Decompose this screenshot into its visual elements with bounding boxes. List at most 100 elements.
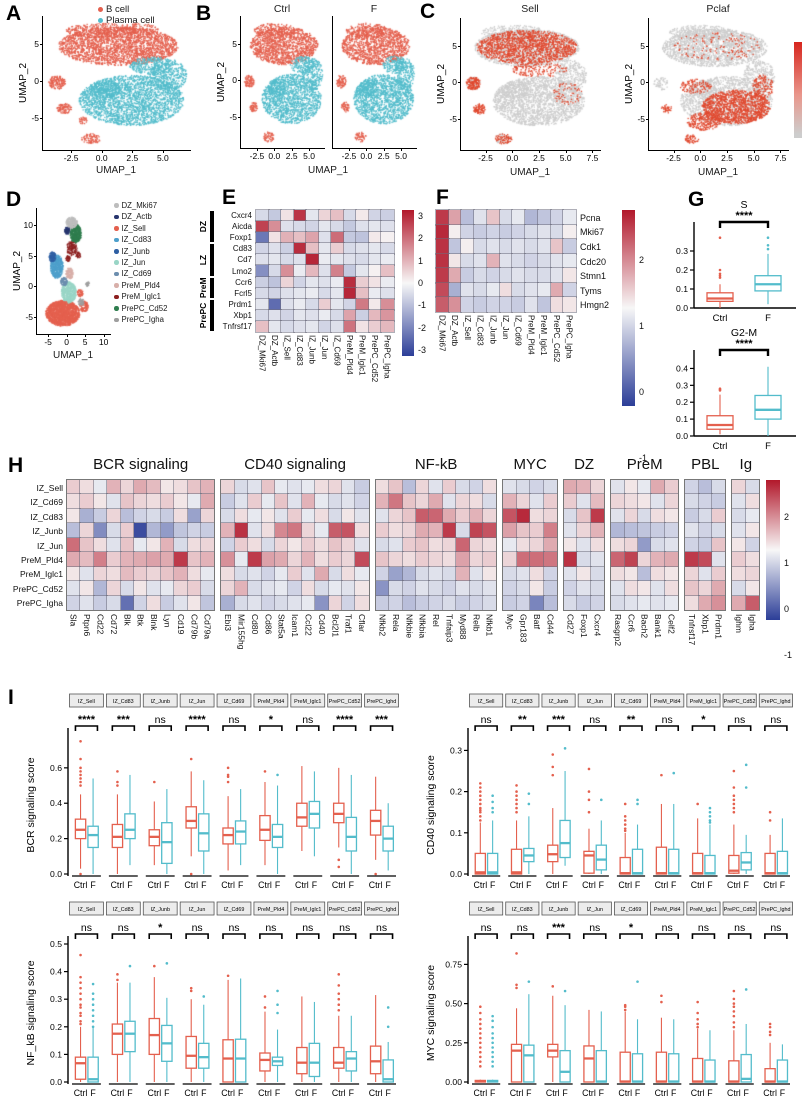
heatmap-cell — [159, 507, 176, 525]
box-iqr — [595, 1049, 608, 1083]
x-group-label-f: F — [127, 880, 133, 890]
outlier-dot — [623, 1008, 627, 1012]
heatmap-cell — [327, 522, 343, 539]
heatmap-cell — [340, 551, 357, 568]
heatmap-cell — [355, 220, 370, 234]
x-group-label-f: F — [526, 880, 532, 890]
significance-label: ** — [627, 714, 636, 726]
colorbar-tick: 0 — [784, 603, 790, 614]
heatmap-cell — [267, 208, 283, 223]
heatmap-cell — [663, 551, 680, 568]
heatmap-cell — [435, 238, 450, 255]
heatmap-cell — [199, 580, 216, 597]
outlier-dot — [479, 790, 482, 793]
heatmap-cell — [367, 319, 383, 333]
heatmap-cell — [468, 580, 485, 597]
heatmap-cell — [401, 551, 418, 568]
heatmap-cell — [106, 522, 122, 539]
significance-label: ns — [517, 922, 528, 934]
heatmap-cell — [536, 296, 552, 313]
panel-b-title-f: F — [370, 3, 378, 15]
outlier-dot — [276, 1003, 279, 1007]
heatmap-cell — [186, 522, 203, 539]
umap-scatter-canvas — [333, 16, 417, 148]
x-group-label-ctrl: Ctrl — [184, 1088, 198, 1098]
x-group-label-f: F — [635, 1088, 641, 1098]
heatmap-cell — [710, 478, 727, 496]
gene-label: Cd86 — [263, 614, 274, 635]
outlier-dot — [491, 1050, 494, 1054]
heatmap-cell — [636, 551, 653, 568]
outlier-dot — [276, 773, 279, 777]
outlier-dot — [623, 815, 627, 818]
heatmap-cell — [342, 231, 358, 245]
significance-label: ns — [339, 922, 350, 934]
significance-label: ns — [302, 714, 313, 726]
heatmap-cell — [317, 253, 333, 267]
heatmap-cell — [710, 536, 727, 554]
facet-strip — [69, 901, 104, 916]
significance-bracket — [259, 933, 283, 939]
colorbar-tick: 0 — [639, 387, 645, 398]
heatmap-cell — [549, 296, 565, 313]
facet-strip — [253, 693, 289, 708]
g-significance-bracket — [718, 220, 770, 228]
gene-label: Cd27 — [565, 614, 576, 635]
outlier-dot — [587, 767, 591, 771]
x-tick-label: 5 — [82, 337, 88, 347]
heatmap-cell — [485, 252, 501, 270]
x-group-label-ctrl: Ctrl — [332, 880, 346, 890]
heatmap-cell — [663, 478, 680, 496]
panel-a-ylabel: UMAP_2 — [18, 63, 29, 104]
x-tick-label: 7.5 — [774, 153, 787, 163]
heatmap-cell — [186, 580, 203, 597]
heatmap-cell — [562, 580, 579, 597]
outlier-dot — [79, 997, 82, 1001]
heatmap-cell — [460, 252, 476, 270]
heatmap-cell — [485, 209, 501, 226]
significance-bracket — [148, 725, 173, 731]
y-tick-label: 0.2 — [50, 834, 62, 844]
heatmap-cell — [280, 208, 295, 223]
x-tick-mark — [309, 148, 311, 151]
heatmap-cell — [460, 296, 476, 313]
heatmap-cell — [511, 267, 527, 284]
gene-label: Rasgrp2 — [612, 614, 623, 647]
heatmap-cell — [300, 493, 317, 510]
facet-strip — [541, 693, 576, 708]
facet-strip-label: IZ_Cd83 — [512, 699, 533, 705]
heatmap-cell — [401, 565, 418, 583]
heatmap-cell — [380, 264, 395, 278]
box-iqr — [369, 809, 382, 836]
box-iqr — [74, 1056, 87, 1080]
heatmap-col-label: IZ_Junb — [307, 335, 317, 364]
heatmap-cell — [697, 536, 713, 554]
significance-label: **** — [189, 714, 207, 726]
x-group-label-f: F — [201, 1088, 207, 1098]
significance-label: * — [269, 714, 274, 726]
heatmap-cell — [273, 594, 290, 612]
significance-bracket — [474, 725, 498, 731]
heatmap-cell — [79, 580, 95, 597]
outlier-dot — [515, 983, 518, 987]
heatmap-cell — [576, 536, 592, 554]
heatmap-cell — [502, 507, 518, 525]
heatmap-cell — [610, 565, 626, 583]
significance-bracket — [332, 933, 357, 939]
heatmap-cell — [292, 220, 308, 234]
colorbar-tick: 3 — [418, 210, 424, 221]
gene-label: Nfkbie — [404, 614, 415, 639]
legend-item: PreM_Pld4 — [114, 280, 167, 291]
outlier-dot — [263, 770, 267, 773]
heatmap-cell — [650, 493, 666, 510]
legend-item: B cell — [98, 4, 155, 15]
heatmap-cell — [146, 580, 162, 597]
significance-bracket — [111, 725, 136, 731]
heatmap-cell — [441, 478, 458, 496]
facet-strip-label: PrePC_Cd52 — [724, 699, 756, 705]
heatmap-col-label: DZ_Actb — [450, 315, 460, 347]
significance-label: *** — [117, 714, 131, 726]
group-bar — [210, 277, 214, 298]
significance-bracket — [546, 725, 571, 731]
heatmap-cell — [744, 478, 761, 496]
